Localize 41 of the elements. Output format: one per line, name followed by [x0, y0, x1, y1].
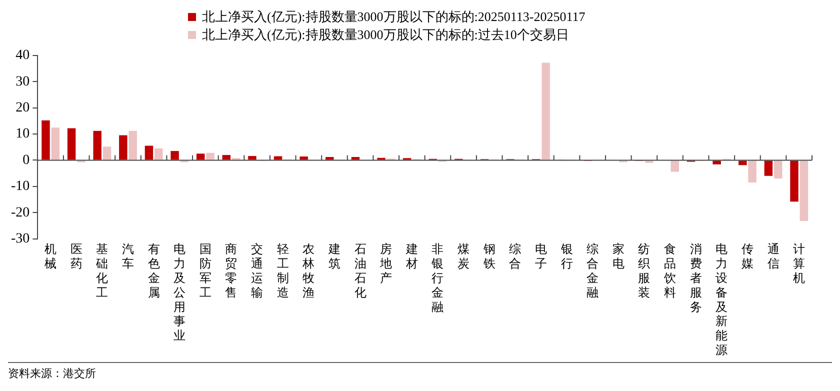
x-tick-label: 煤炭 — [458, 242, 470, 271]
y-tick-label: 30 — [16, 74, 30, 90]
x-tick-label: 有色金属 — [148, 242, 160, 300]
y-tick-label: -20 — [10, 205, 30, 220]
x-tick-label: 国防军工 — [199, 242, 212, 300]
x-tick-label: 汽车 — [122, 242, 134, 271]
y-tick-label: 20 — [16, 100, 30, 116]
y-tick-label: -30 — [10, 231, 30, 246]
x-tick-label: 电子 — [534, 242, 547, 271]
x-tick-label: 综合 — [509, 242, 522, 271]
x-tick-label: 农林牧渔 — [302, 242, 315, 300]
x-tick-label: 医药 — [70, 242, 82, 271]
x-tick-label: 家电 — [612, 242, 624, 271]
text: 资料来源：港交所 — [8, 363, 832, 381]
x-tick-label: 计算机 — [793, 242, 806, 285]
x-tick-label: 综合金融 — [586, 242, 599, 300]
legend-label: 北上净买入(亿元):持股数量3000万股以下的标的:过去10个交易日 — [202, 26, 569, 44]
x-tick-label: 建材 — [404, 242, 418, 271]
x-tick-label: 房地产 — [379, 242, 392, 285]
x-tick-label: 电力设备及新能源 — [716, 242, 728, 357]
x-tick-label: 银行 — [560, 242, 573, 271]
x-tick-label: 传媒 — [741, 242, 754, 271]
x-tick-label: 非银行金融 — [430, 242, 444, 314]
x-tick-label: 基础化工 — [95, 242, 108, 300]
x-tick-label: 交通运输 — [251, 242, 264, 300]
x-tick-label: 电力及公用事业 — [174, 242, 186, 343]
x-tick-label: 消费者服务 — [690, 242, 702, 314]
y-tick-label: 0 — [22, 152, 30, 168]
x-tick-label: 纺织服装 — [638, 242, 650, 300]
y-tick-label: -10 — [10, 179, 30, 194]
y-tick-label: 10 — [16, 126, 30, 142]
y-tick-label: 40 — [16, 48, 30, 64]
x-tick-label: 钢铁 — [482, 242, 496, 271]
x-tick-label: 建筑 — [327, 242, 340, 271]
x-tick-label: 通信 — [767, 242, 780, 271]
x-tick-label: 石油石化 — [354, 242, 366, 300]
x-tick-label: 商贸零售 — [225, 242, 238, 300]
x-tick-label: 轻工制造 — [276, 242, 289, 300]
legend-label: 北上净买入(亿元):持股数量3000万股以下的标的:20250113-20250117 — [202, 8, 586, 26]
x-tick-label: 食品饮料 — [663, 242, 676, 300]
x-tick-label: 机械 — [44, 242, 57, 271]
